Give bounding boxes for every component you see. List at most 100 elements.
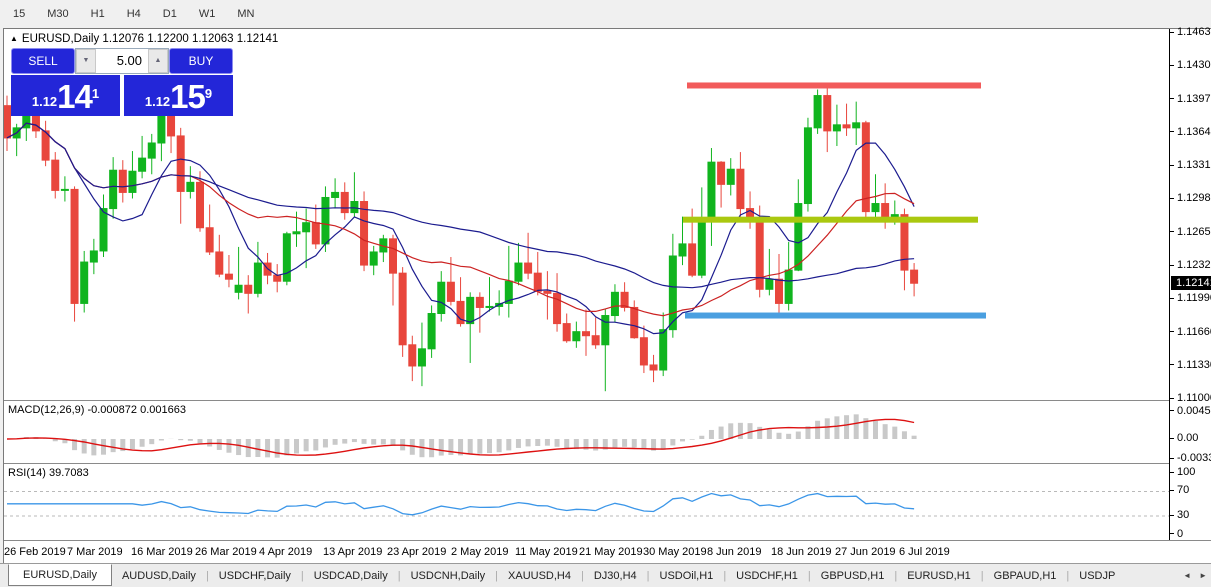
sell-price-sup: 1	[91, 86, 100, 101]
rsi-axis-label-tick	[1170, 472, 1174, 473]
chart-tab-bar: EURUSD,Daily AUDUSD,Daily | USDCHF,Daily | US…	[0, 563, 1211, 587]
price-chart-pane[interactable]	[4, 29, 1169, 400]
tab-separator: |	[300, 569, 304, 582]
rsi-axis-label: 0	[1177, 527, 1184, 540]
sell-price-big: 1.12	[31, 94, 58, 109]
timeframe-toolbar: 15 M30 H1 H4 D1 W1 MN	[0, 0, 1211, 28]
rsi-axis-label: 70	[1177, 484, 1190, 497]
tab-gbpaud-h1[interactable]: GBPAUD,H1	[993, 569, 1057, 582]
date-axis-label: 18 Jun 2019	[771, 546, 832, 558]
timeframe-button-h4[interactable]: H4	[126, 8, 141, 20]
tab-separator: |	[581, 569, 584, 582]
macd-axis-label-tick	[1170, 410, 1174, 411]
sell-button[interactable]: SELL	[11, 48, 75, 74]
price-axis-label-tick	[1170, 265, 1174, 266]
tab-separator: |	[980, 569, 984, 582]
price-axis-label: 1.11330	[1177, 358, 1211, 371]
tab-separator: |	[1066, 569, 1070, 582]
timeframe-button-15[interactable]: 15	[13, 8, 26, 20]
date-axis-label: 21 May 2019	[579, 546, 643, 558]
price-axis-label: 1.13970	[1177, 92, 1211, 105]
tab-audusd-daily[interactable]: AUDUSD,Daily	[121, 569, 196, 582]
buy-price-big: 1.12	[144, 94, 171, 109]
price-axis-label-tick	[1170, 298, 1174, 299]
tab-gbpusd-h1[interactable]: GBPUSD,H1	[820, 569, 885, 582]
rsi-axis-label-tick	[1170, 490, 1174, 491]
tab-usdjp[interactable]: USDJP	[1079, 569, 1116, 582]
price-axis-label-tick	[1170, 231, 1174, 232]
buy-price-mid: 15	[170, 78, 206, 115]
date-axis: 26 Feb 2019 7 Mar 2019 16 Mar 2019 26 Mar 2…	[4, 540, 1211, 564]
price-axis-label: 1.12320	[1177, 259, 1211, 272]
timeframe-button-d1[interactable]: D1	[162, 8, 177, 20]
tab-usdchf-h1[interactable]: USDCHF,H1	[736, 569, 798, 582]
one-click-trade-panel: SELL ▼ 5.00 ▲ BUY 1.12 14 1 1.12 15 9	[11, 48, 233, 116]
sell-price-display[interactable]: 1.12 14 1	[11, 75, 120, 116]
macd-axis-label-tick	[1170, 438, 1174, 439]
date-axis-label: 16 Mar 2019	[131, 546, 193, 558]
tab-separator: |	[646, 569, 650, 582]
tab-scroll-right-icon[interactable]: ►	[1199, 571, 1207, 580]
date-axis-label: 2 May 2019	[451, 546, 509, 558]
tab-usdchf-daily[interactable]: USDCHF,Daily	[218, 569, 291, 582]
tab-scroll-left-icon[interactable]: ◄	[1183, 571, 1192, 580]
date-axis-label: 8 Jun 2019	[707, 546, 762, 558]
price-axis-label: 1.11990	[1177, 292, 1211, 305]
macd-chart	[6, 414, 917, 458]
price-axis-label-tick	[1170, 198, 1174, 199]
rsi-axis-label-tick	[1170, 515, 1174, 516]
timeframe-button-h1[interactable]: H1	[90, 8, 105, 20]
timeframe-button-m30[interactable]: M30	[47, 8, 69, 20]
tab-dj30-h4[interactable]: DJ30,H4	[593, 569, 637, 582]
rsi-axis-label: 100	[1177, 466, 1196, 478]
price-axis-label-tick	[1170, 398, 1174, 399]
tab-separator: |	[495, 569, 499, 582]
price-axis-label-tick	[1170, 331, 1174, 332]
date-axis-label: 27 Jun 2019	[835, 546, 896, 558]
timeframe-button-mn[interactable]: MN	[237, 8, 255, 20]
macd-axis-label-tick	[1170, 458, 1174, 459]
tab-usdcad-daily[interactable]: USDCAD,Daily	[313, 569, 388, 582]
macd-axis-label: -0.003362	[1177, 452, 1211, 465]
tab-eurusd-h1[interactable]: EURUSD,H1	[907, 569, 971, 582]
price-axis-label: 1.12650	[1177, 225, 1211, 238]
price-axis-label: 1.12980	[1177, 192, 1211, 205]
buy-price-display[interactable]: 1.12 15 9	[124, 75, 233, 116]
date-axis-label: 23 Apr 2019	[387, 546, 447, 558]
tab-usdcnh-daily[interactable]: USDCNH,Daily	[410, 569, 486, 582]
collapse-arrow-icon[interactable]: ▲	[10, 34, 18, 43]
date-axis-label: 26 Mar 2019	[195, 546, 257, 558]
date-axis-label: 7 Mar 2019	[67, 546, 123, 558]
date-axis-label: 30 May 2019	[643, 546, 707, 558]
price-axis-label: 1.13640	[1177, 125, 1211, 138]
tab-separator: |	[723, 569, 727, 582]
date-axis-label: 4 Apr 2019	[259, 546, 313, 558]
date-axis-label: 11 May 2019	[515, 546, 578, 558]
current-price-tag: 1.12141	[1171, 276, 1211, 291]
macd-label: MACD(12,26,9) -0.000872 0.001663	[8, 404, 186, 416]
macd-axis-label: 0.004537	[1177, 404, 1211, 417]
tab-separator: |	[807, 569, 811, 582]
price-axis-label-tick	[1170, 32, 1174, 33]
candlestick-chart	[4, 82, 986, 392]
buy-button[interactable]: BUY	[169, 48, 233, 74]
rsi-pane[interactable]: RSI(14) 39.7083	[4, 463, 1169, 540]
tab-separator: |	[397, 569, 401, 582]
volume-increase-icon[interactable]: ▲	[148, 49, 168, 73]
rsi-label: RSI(14) 39.7083	[8, 467, 89, 479]
price-axis-label-tick	[1170, 364, 1174, 365]
timeframe-button-w1[interactable]: W1	[198, 8, 216, 20]
tab-usdoil-h1[interactable]: USDOil,H1	[659, 569, 714, 582]
volume-field[interactable]: 5.00	[116, 53, 142, 68]
tab-xauusd-h4[interactable]: XAUUSD,H4	[508, 569, 571, 582]
buy-price-sup: 9	[204, 86, 213, 101]
rsi-axis-label: 30	[1177, 509, 1190, 522]
macd-pane[interactable]: MACD(12,26,9) -0.000872 0.001663	[4, 400, 1169, 463]
tab-eurusd-daily[interactable]: EURUSD,Daily	[8, 564, 112, 586]
volume-decrease-icon[interactable]: ▼	[76, 49, 96, 73]
date-axis-label: 6 Jul 2019	[899, 546, 950, 558]
rsi-chart	[4, 490, 1169, 517]
price-axis-label-tick	[1170, 165, 1174, 166]
chart-title-text: EURUSD,Daily 1.12076 1.12200 1.12063 1.1…	[21, 33, 279, 45]
